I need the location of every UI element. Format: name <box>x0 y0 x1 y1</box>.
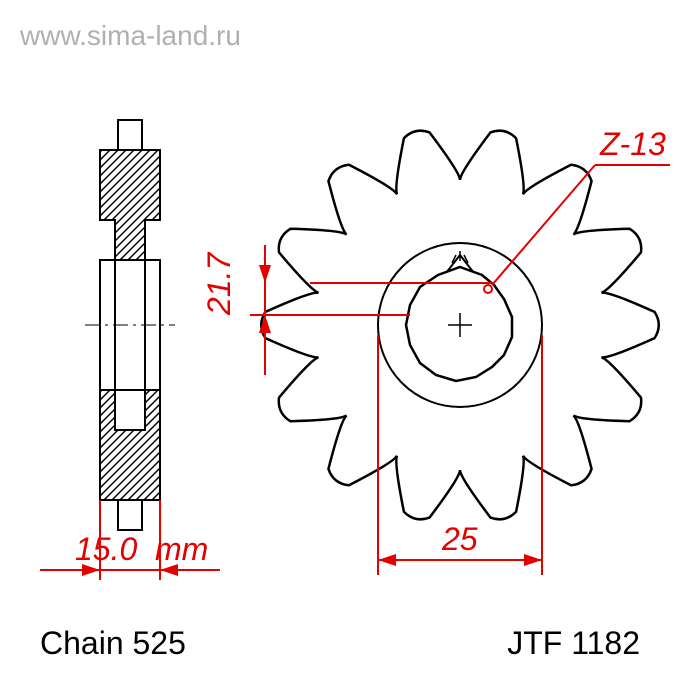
front-view: Z-13 21.7 25 <box>201 126 670 575</box>
inner-diameter: 21.7 <box>201 252 237 316</box>
side-view: 15.0 mm <box>40 120 220 580</box>
width-dimension: 15.0 <box>75 531 137 567</box>
z-label: Z-13 <box>599 126 666 162</box>
technical-drawing: 15.0 mm <box>0 60 700 640</box>
part-number-label: JTF 1182 <box>507 625 640 662</box>
diagram-container: 15.0 mm <box>0 60 700 700</box>
outer-bore: 25 <box>441 521 478 557</box>
watermark-text: www.sima-land.ru <box>20 20 241 52</box>
width-unit: mm <box>155 531 208 567</box>
chain-label: Chain 525 <box>40 625 186 662</box>
